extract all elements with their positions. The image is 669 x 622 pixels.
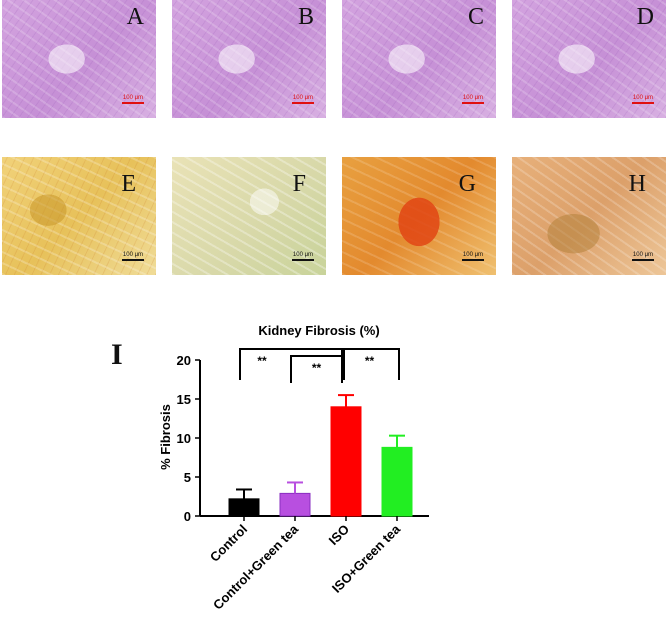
y-tick-label: 15	[177, 392, 191, 407]
scale-bar-f: 100 μm	[292, 252, 314, 261]
scale-bar-c: 100 μm	[462, 95, 484, 104]
bar-control	[228, 498, 260, 517]
panel-letter-g: G	[458, 171, 476, 197]
sirius-red-stain-image	[342, 157, 496, 275]
y-tick-label: 5	[184, 470, 191, 485]
micrograph-panel-g: G 100 μm	[342, 157, 496, 275]
scale-label: 100 μm	[122, 95, 144, 101]
he-stain-image	[2, 0, 156, 118]
scale-label: 100 μm	[292, 95, 314, 101]
micrograph-panel-c: C 100 μm	[342, 0, 496, 118]
micrograph-panel-a: A 100 μm	[2, 0, 156, 118]
scale-line	[292, 259, 314, 261]
scale-bar-e: 100 μm	[122, 252, 144, 261]
panel-letter-i: I	[111, 338, 123, 371]
scale-label: 100 μm	[632, 252, 654, 258]
chart-title: Kidney Fibrosis (%)	[258, 323, 379, 338]
bar-iso	[330, 406, 362, 517]
scale-line	[632, 102, 654, 104]
significance-bracket	[341, 348, 400, 383]
scale-bar-d: 100 μm	[632, 95, 654, 104]
y-tick-label: 0	[184, 509, 191, 524]
he-stain-image	[342, 0, 496, 118]
significance-label: **	[365, 354, 375, 368]
he-stain-image	[172, 0, 326, 118]
scale-line	[122, 259, 144, 261]
micrograph-panel-h: H 100 μm	[512, 157, 666, 275]
scale-label: 100 μm	[462, 252, 484, 258]
scale-label: 100 μm	[632, 95, 654, 101]
y-tick-label: 10	[177, 431, 191, 446]
scale-bar-a: 100 μm	[122, 95, 144, 104]
scale-line	[292, 102, 314, 104]
scale-line	[632, 259, 654, 261]
y-tick-label: 20	[177, 353, 191, 368]
he-stain-image	[512, 0, 666, 118]
x-tick-label: Control	[207, 522, 250, 565]
y-axis-label: % Fibrosis	[158, 404, 173, 470]
sirius-red-stain-image	[172, 157, 326, 275]
panel-letter-b: B	[297, 4, 314, 30]
bar-iso-green-tea	[381, 446, 413, 517]
panel-letter-a: A	[126, 4, 144, 30]
panel-letter-h: H	[628, 171, 646, 197]
sirius-red-stain-image	[512, 157, 666, 275]
scale-line	[462, 102, 484, 104]
significance-bracket	[290, 355, 345, 383]
micrograph-panel-d: D 100 μm	[512, 0, 666, 118]
scale-bar-h: 100 μm	[632, 252, 654, 261]
scale-label: 100 μm	[122, 252, 144, 258]
micrograph-panel-e: E 100 μm	[2, 157, 156, 275]
scale-label: 100 μm	[462, 95, 484, 101]
x-tick-label: Control+Green tea	[210, 521, 302, 613]
sirius-red-stain-image	[2, 157, 156, 275]
scale-bar-b: 100 μm	[292, 95, 314, 104]
panel-letter-d: D	[636, 4, 654, 30]
micrograph-panel-f: F 100 μm	[172, 157, 326, 275]
panel-letter-c: C	[467, 4, 484, 30]
panel-letter-e: E	[121, 171, 136, 197]
scale-bar-g: 100 μm	[462, 252, 484, 261]
scale-line	[462, 259, 484, 261]
panel-letter-f: F	[292, 171, 306, 197]
micrograph-panel-b: B 100 μm	[172, 0, 326, 118]
significance-label: **	[312, 361, 322, 375]
scale-line	[122, 102, 144, 104]
bar-control-green-tea	[279, 492, 311, 517]
significance-label: **	[257, 354, 267, 368]
x-tick-label: ISO	[326, 522, 352, 548]
scale-label: 100 μm	[292, 252, 314, 258]
